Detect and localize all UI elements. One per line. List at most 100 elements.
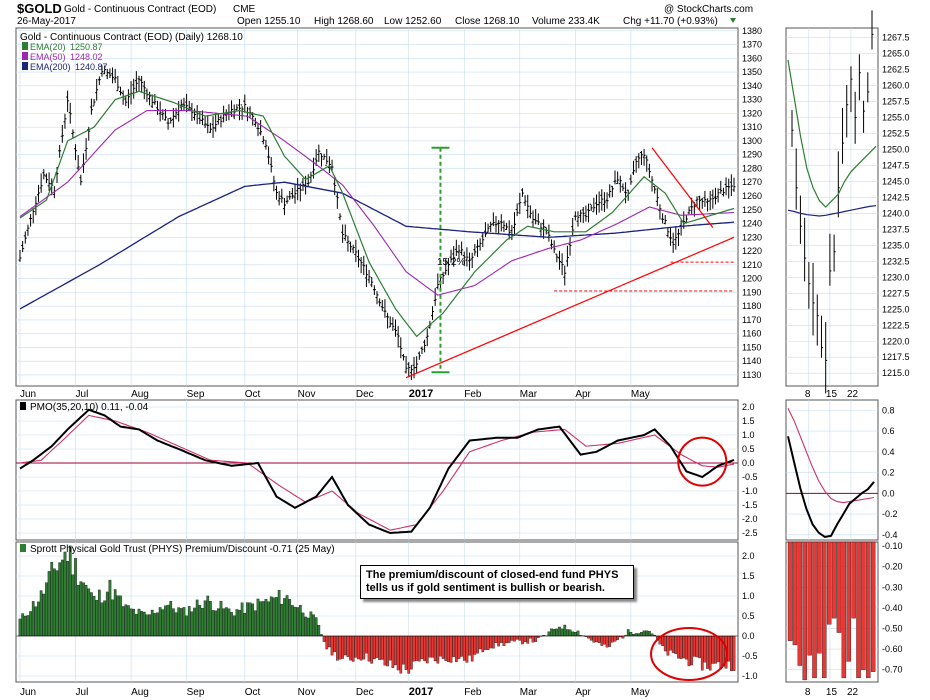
premium-bar bbox=[47, 571, 51, 637]
premium-legend-swatch bbox=[20, 544, 26, 552]
premium-bar bbox=[370, 635, 374, 664]
zoom-y-tick: 1267.5 bbox=[882, 33, 910, 43]
prem-y-tick: -1.0 bbox=[742, 671, 758, 681]
zoom-pmo-y-tick: 0.8 bbox=[882, 405, 895, 415]
premium-bar bbox=[60, 559, 64, 637]
premium-bar bbox=[404, 635, 408, 670]
premium-bar bbox=[674, 635, 678, 655]
premium-bar bbox=[219, 600, 223, 637]
premium-bar bbox=[505, 635, 508, 644]
bottom-x-tick: Dec bbox=[356, 687, 374, 698]
premium-bar bbox=[349, 635, 352, 661]
high-value: High 1268.60 bbox=[314, 16, 374, 27]
bottom-x-tick: Sep bbox=[187, 687, 205, 698]
premium-bar bbox=[209, 601, 212, 637]
zoom-y-tick: 1255.0 bbox=[882, 113, 910, 123]
prem-highlight-circle bbox=[650, 627, 729, 681]
premium-bar bbox=[148, 614, 151, 637]
premium-bar bbox=[156, 612, 159, 637]
zoom-premium-bar bbox=[851, 541, 856, 619]
pmo-panel bbox=[16, 408, 878, 538]
premium-bar bbox=[412, 635, 416, 662]
premium-bar bbox=[172, 608, 175, 637]
premium-bar bbox=[563, 624, 567, 637]
premium-bar bbox=[550, 628, 553, 637]
premium-bar bbox=[521, 635, 524, 645]
main-y-tick: 1320 bbox=[742, 108, 762, 118]
premium-bar bbox=[351, 635, 355, 662]
premium-bar bbox=[727, 635, 731, 662]
premium-bar bbox=[526, 635, 530, 644]
zoom-bottom-x-tick: 15 bbox=[826, 687, 838, 698]
premium-bar bbox=[68, 545, 72, 637]
zoom-y-tick: 1215.0 bbox=[882, 368, 910, 378]
main-x-tick: Dec bbox=[356, 389, 374, 400]
zoom-y-tick: 1220.0 bbox=[882, 336, 910, 346]
zoom-y-tick: 1262.5 bbox=[882, 65, 910, 75]
zoom-y-tick: 1217.5 bbox=[882, 352, 910, 362]
premium-bar bbox=[513, 635, 516, 642]
premium-bar bbox=[439, 635, 442, 657]
main-y-tick: 1350 bbox=[742, 67, 762, 77]
zoom-prem-y-tick: -0.70 bbox=[882, 665, 903, 675]
premium-bar bbox=[587, 635, 590, 639]
main-y-tick: 1270 bbox=[742, 177, 762, 187]
premium-bar bbox=[121, 606, 125, 637]
premium-bar bbox=[566, 629, 569, 637]
premium-bar bbox=[306, 617, 310, 637]
frame-zmain bbox=[785, 27, 879, 387]
premium-bar bbox=[92, 596, 96, 637]
premium-bar bbox=[45, 582, 48, 637]
premium-bar bbox=[29, 611, 32, 637]
premium-bar bbox=[510, 635, 514, 641]
zoom-premium-bar bbox=[787, 541, 793, 641]
premium-bar bbox=[687, 635, 691, 667]
main-x-tick: Sep bbox=[187, 389, 205, 400]
premium-bar bbox=[285, 595, 289, 637]
premium-bar bbox=[26, 615, 30, 637]
zoom-pmo-signal bbox=[787, 408, 875, 504]
frame-zpmo bbox=[785, 399, 879, 541]
zoom-premium-bar bbox=[802, 541, 807, 681]
premium-bar bbox=[552, 629, 556, 637]
premium-bar bbox=[113, 589, 117, 637]
premium-bar bbox=[224, 607, 228, 637]
premium-bar bbox=[692, 635, 696, 657]
pmo-y-tick: -1.0 bbox=[742, 486, 758, 496]
premium-bar bbox=[132, 608, 136, 637]
premium-bar bbox=[53, 568, 56, 637]
low-value: Low 1252.60 bbox=[384, 16, 442, 27]
premium-bar bbox=[420, 635, 424, 659]
main-y-tick: 1160 bbox=[742, 329, 761, 339]
premium-bar bbox=[182, 607, 186, 637]
open-value: Open 1255.10 bbox=[237, 16, 301, 27]
main-y-tick: 1290 bbox=[742, 150, 762, 160]
premium-bar bbox=[230, 612, 233, 637]
main-y-tick: 1240 bbox=[742, 219, 762, 229]
bottom-x-tick: Feb bbox=[464, 687, 482, 698]
chart-date: 26-May-2017 bbox=[17, 16, 76, 27]
zoom-y-tick: 1247.5 bbox=[882, 160, 910, 170]
premium-bar bbox=[161, 609, 165, 637]
premium-bar bbox=[296, 607, 300, 637]
price-bars bbox=[18, 10, 874, 394]
annotation-line-2: tells us if gold sentiment is bullish or… bbox=[366, 582, 605, 594]
main-y-tick: 1190 bbox=[742, 287, 761, 297]
premium-bar bbox=[648, 631, 651, 637]
premium-bar bbox=[714, 635, 717, 664]
premium-bar bbox=[267, 601, 270, 637]
premium-bar bbox=[335, 635, 339, 661]
premium-bar bbox=[391, 635, 395, 668]
legend-ema20-label: EMA(20) bbox=[30, 42, 66, 52]
premium-bar bbox=[711, 635, 715, 664]
legend-ema200-swatch bbox=[22, 62, 28, 70]
prem-y-tick: 2.0 bbox=[742, 551, 755, 561]
zoom-pmo-y-tick: 0.2 bbox=[882, 468, 895, 478]
premium-bar bbox=[124, 604, 128, 637]
premium-bar bbox=[518, 635, 522, 641]
zoom-premium-bar bbox=[836, 541, 842, 633]
premium-bar bbox=[613, 635, 617, 642]
premium-bar bbox=[378, 635, 381, 661]
premium-bar bbox=[235, 609, 239, 637]
premium-bar bbox=[555, 628, 559, 637]
